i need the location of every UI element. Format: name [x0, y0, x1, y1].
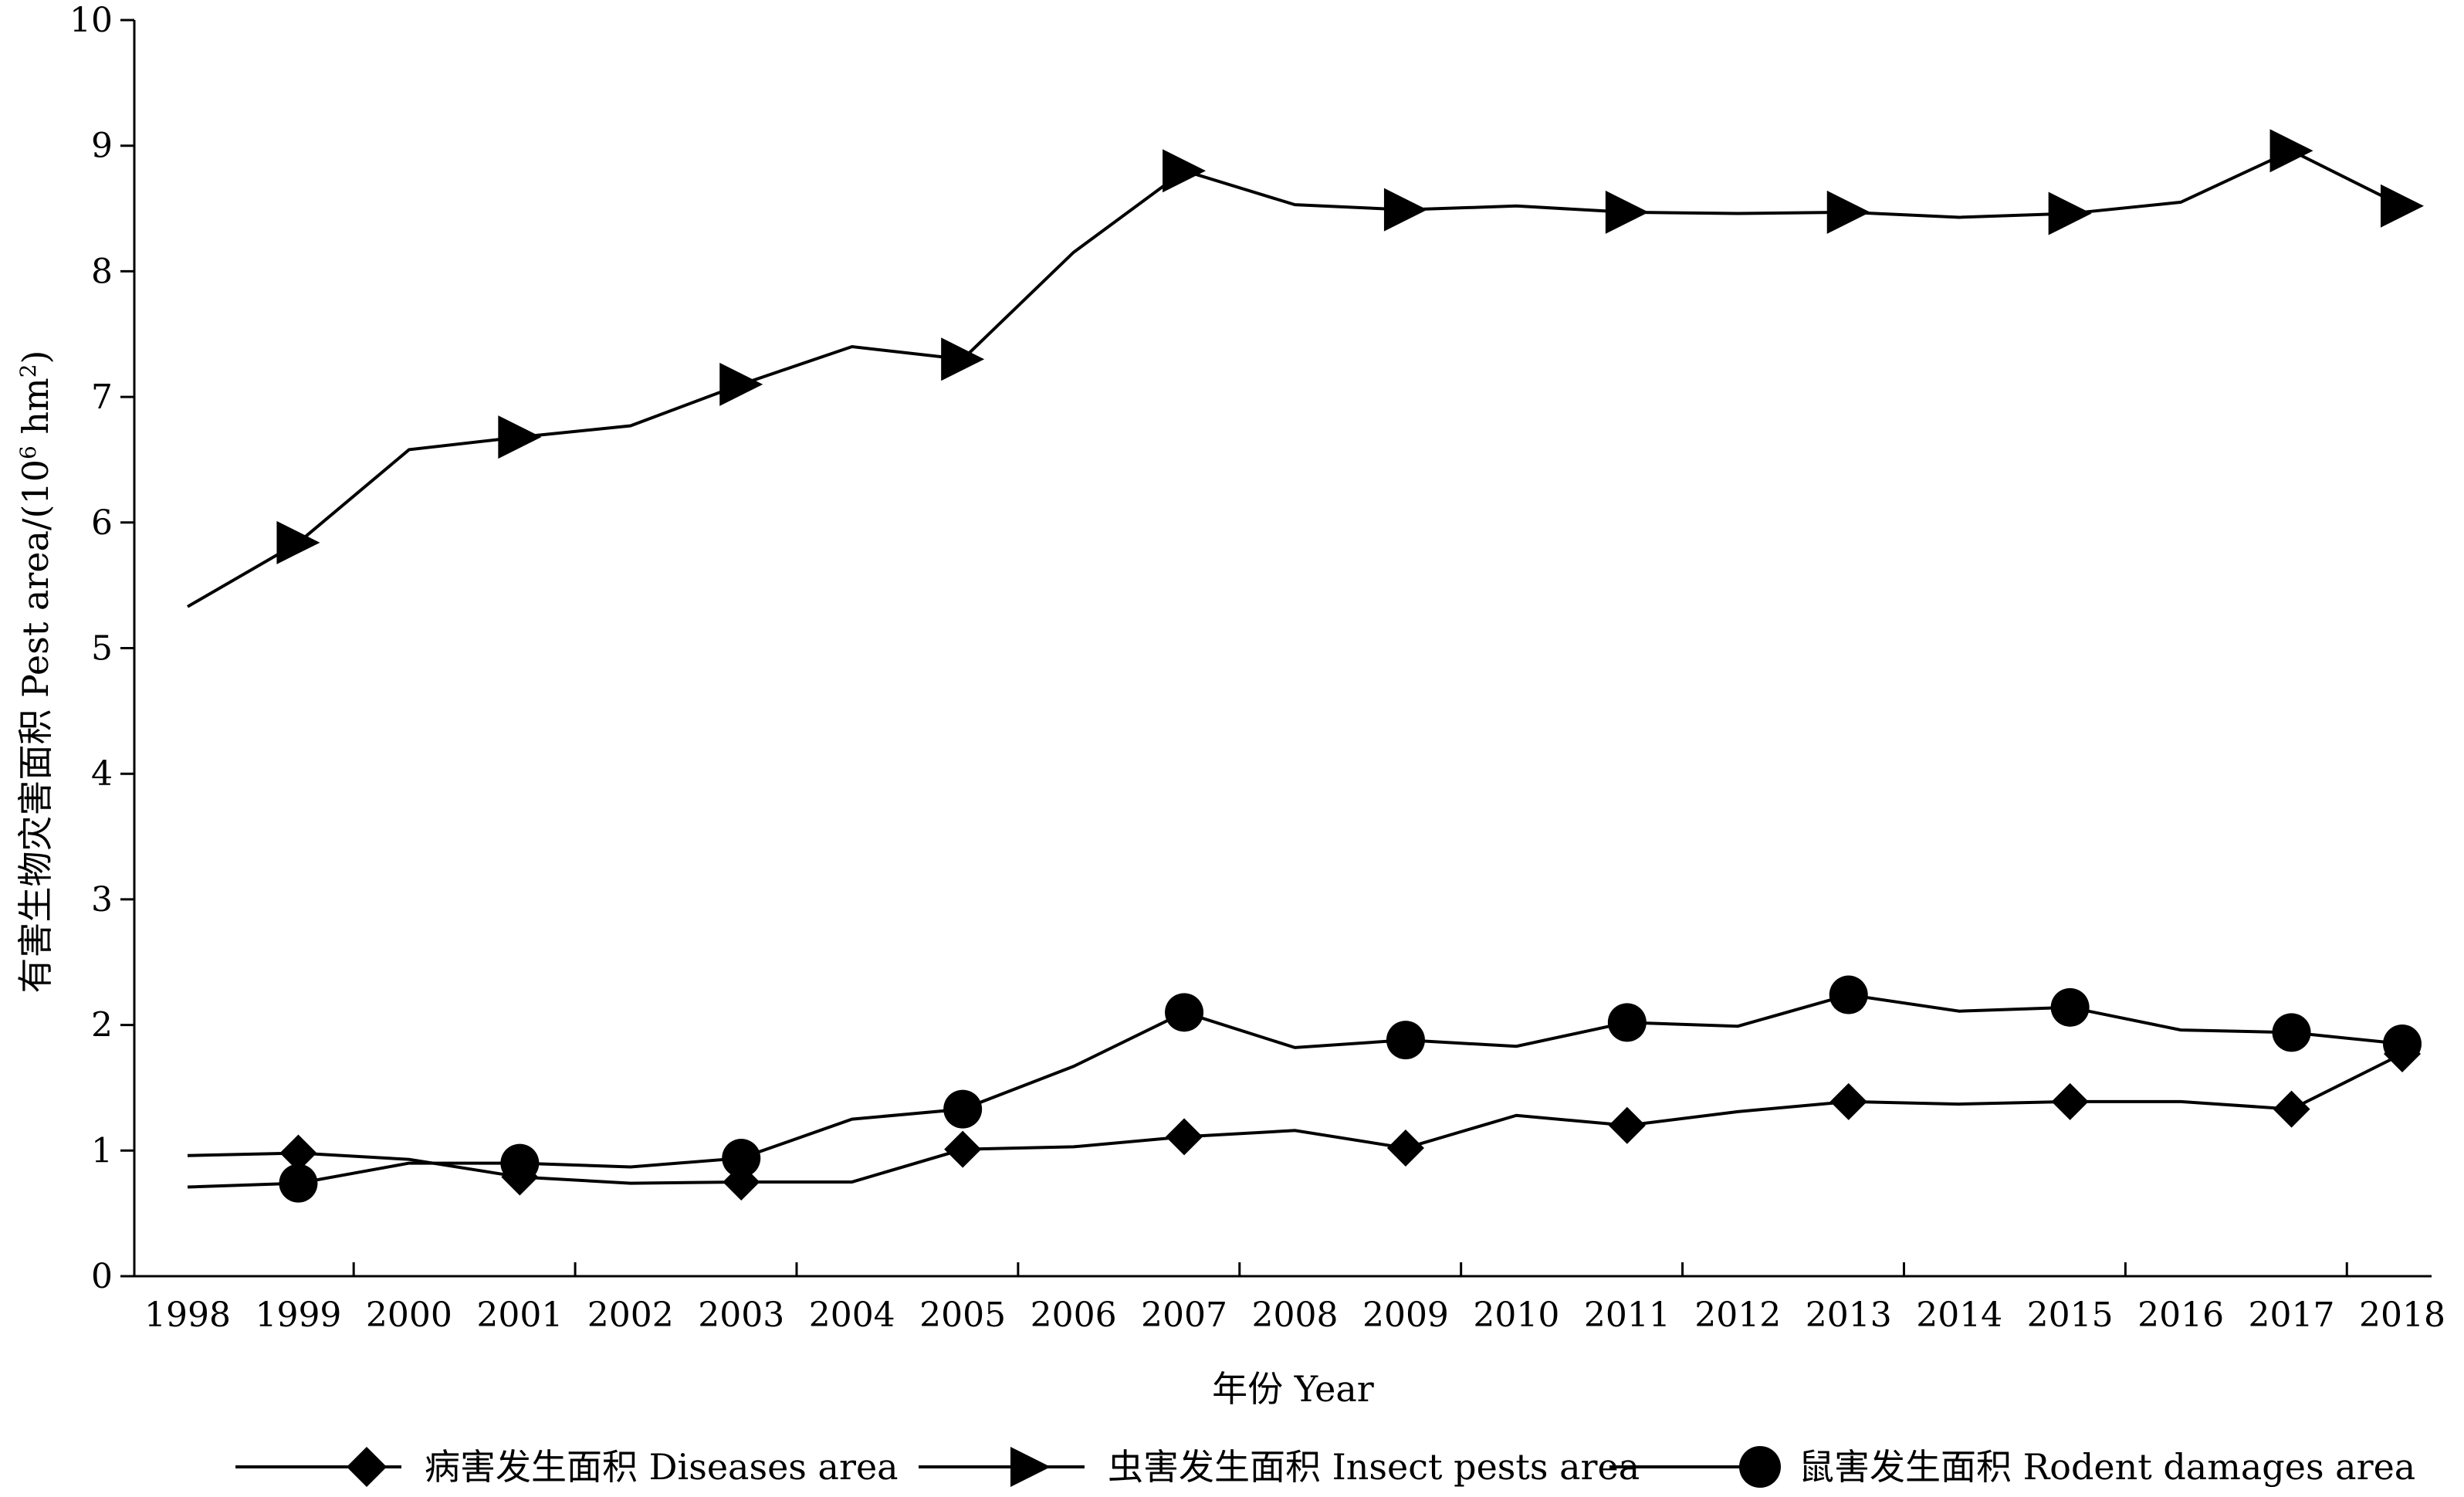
triangle-marker: [498, 415, 542, 459]
circle-marker: [2272, 1013, 2311, 1052]
legend-item-2: 鼠害发生面积 Rodent damages area: [1609, 1446, 2415, 1488]
triangle-marker: [276, 520, 320, 564]
diamond-marker: [279, 1134, 317, 1172]
triangle-marker: [1605, 190, 1649, 234]
x-tick-label: 2010: [1473, 1295, 1559, 1335]
x-axis-title: 年份 Year: [1212, 1368, 1374, 1410]
series-line: [186, 148, 2403, 608]
diamond-marker: [1608, 1106, 1646, 1144]
series-2: [187, 975, 2422, 1203]
x-tick-label: 2008: [1252, 1295, 1339, 1335]
diamond-marker: [1829, 1082, 1867, 1120]
series-1: [186, 129, 2424, 608]
legend-label: 病害发生面积 Diseases area: [425, 1446, 899, 1488]
triangle-marker: [1163, 149, 1207, 193]
y-axis-title-exp1: 6: [15, 445, 41, 459]
series-layer: [186, 129, 2424, 1203]
circle-marker: [1386, 1021, 1425, 1060]
x-tick-label: 2001: [476, 1295, 563, 1335]
x-tick-label: 2002: [587, 1295, 674, 1335]
x-tick-label: 2013: [1806, 1295, 1892, 1335]
circle-marker: [500, 1143, 540, 1183]
x-tick-label: 2012: [1694, 1295, 1781, 1335]
circle-marker: [2050, 987, 2090, 1027]
y-axis-title-end: ): [15, 351, 56, 364]
legend-label: 虫害发生面积 Insect pests area: [1108, 1446, 1640, 1488]
series-line: [187, 993, 2403, 1189]
x-tick-label: 2006: [1031, 1295, 1117, 1335]
y-tick-label: 9: [91, 127, 113, 166]
triangle-marker: [1383, 188, 1427, 232]
x-tick-label: 2004: [809, 1295, 895, 1335]
x-tick-label: 2000: [366, 1295, 452, 1335]
legend-item-0: 病害发生面积 Diseases area: [235, 1446, 899, 1488]
circle-marker: [279, 1163, 318, 1203]
legend: 病害发生面积 Diseases area 虫害发生面积 Insect pests …: [235, 1446, 2415, 1488]
y-tick-label: 3: [91, 880, 113, 920]
triangle-marker: [1826, 190, 1870, 234]
circle-marker: [1739, 1446, 1781, 1488]
y-tick-label: 8: [91, 252, 113, 291]
y-axis-title-main: 有害生物灾害面积 Pest area/(10: [15, 459, 56, 993]
legend-item-1: 虫害发生面积 Insect pests area: [919, 1446, 1640, 1488]
axes: 0 1 2 3 4 5 6 7 8 9 10 1998 1999 2000 2001 2002 2003 2004…: [69, 1, 2445, 1335]
series-line: [187, 1052, 2403, 1185]
x-tick-label: 2014: [1916, 1295, 2002, 1335]
x-tick-label: 2018: [2359, 1295, 2445, 1335]
y-tick-label: 1: [91, 1131, 113, 1170]
x-tick-label: 2009: [1362, 1295, 1449, 1335]
triangle-marker: [941, 337, 985, 381]
x-tick-label: 2003: [698, 1295, 784, 1335]
triangle-marker: [1010, 1447, 1051, 1487]
circle-marker: [1165, 993, 1204, 1032]
triangle-marker: [2381, 184, 2424, 228]
x-tick-label: 2005: [919, 1295, 1006, 1335]
legend-label: 鼠害发生面积 Rodent damages area: [1799, 1446, 2415, 1488]
y-axis-title-mid: hm: [15, 378, 56, 445]
triangle-marker: [2269, 129, 2313, 173]
diamond-marker: [2273, 1090, 2310, 1128]
y-tick-label: 0: [91, 1257, 113, 1296]
y-axis-title: 有害生物灾害面积 Pest area/(106 hm2): [15, 351, 56, 994]
diamond-marker: [347, 1447, 387, 1487]
y-tick-label: 10: [69, 1, 113, 40]
x-tick-label: 2015: [2027, 1295, 2114, 1335]
y-tick-label: 5: [91, 629, 113, 669]
y-tick-label: 2: [91, 1006, 113, 1045]
circle-marker: [943, 1089, 983, 1129]
y-tick-label: 7: [91, 378, 113, 417]
diamond-marker: [944, 1130, 982, 1168]
x-tick-label: 1998: [144, 1295, 231, 1335]
diamond-marker: [1386, 1130, 1424, 1167]
x-tick-label: 2007: [1141, 1295, 1227, 1335]
diamond-marker: [2051, 1082, 2089, 1120]
y-axis-title-exp2: 2: [15, 364, 41, 378]
x-tick-label: 2017: [2249, 1295, 2335, 1335]
x-tick-label: 1999: [255, 1295, 341, 1335]
circle-marker: [1607, 1003, 1647, 1042]
circle-marker: [722, 1139, 761, 1178]
triangle-marker: [719, 362, 763, 406]
circle-marker: [2383, 1025, 2422, 1064]
x-tick-label: 2011: [1584, 1295, 1670, 1335]
y-tick-label: 6: [91, 503, 113, 543]
y-tick-label: 4: [91, 754, 113, 794]
x-tick-label: 2016: [2137, 1295, 2224, 1335]
triangle-marker: [2048, 191, 2092, 235]
circle-marker: [1829, 975, 1868, 1014]
diamond-marker: [1166, 1118, 1203, 1156]
